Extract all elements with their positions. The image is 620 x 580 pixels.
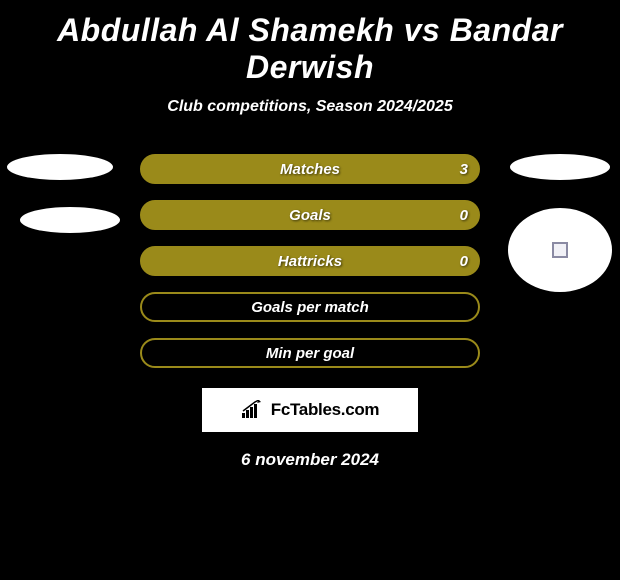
stat-bar-label: Hattricks <box>278 253 342 270</box>
brand-chart-icon <box>241 400 265 420</box>
stat-bar: Min per goal <box>140 338 480 368</box>
page-subtitle: Club competitions, Season 2024/2025 <box>0 98 620 116</box>
avatar-right-shape-1 <box>510 154 610 180</box>
stat-bar-label: Goals <box>289 207 331 224</box>
image-placeholder-icon <box>552 242 568 258</box>
stat-bar: Matches 3 <box>140 154 480 184</box>
date-text: 6 november 2024 <box>0 450 620 470</box>
stat-bar-value: 0 <box>460 253 468 270</box>
avatar-left-shape-2 <box>20 207 120 233</box>
page-title: Abdullah Al Shamekh vs Bandar Derwish <box>0 0 620 88</box>
avatar-right-circle <box>508 208 612 292</box>
brand-box: FcTables.com <box>202 388 418 432</box>
stat-bar: Hattricks 0 <box>140 246 480 276</box>
stat-bar-label: Min per goal <box>266 345 354 362</box>
stat-bar-label: Matches <box>280 161 340 178</box>
stat-bar-value: 0 <box>460 207 468 224</box>
stat-bar: Goals per match <box>140 292 480 322</box>
stat-bar: Goals 0 <box>140 200 480 230</box>
comparison-area: Matches 3 Goals 0 Hattricks 0 Goals per match M… <box>0 144 620 470</box>
stat-bar-label: Goals per match <box>251 299 369 316</box>
stat-bars: Matches 3 Goals 0 Hattricks 0 Goals per match M… <box>140 144 480 368</box>
brand-text: FcTables.com <box>271 400 380 420</box>
stat-bar-value: 3 <box>460 161 468 178</box>
avatar-left-shape-1 <box>7 154 113 180</box>
